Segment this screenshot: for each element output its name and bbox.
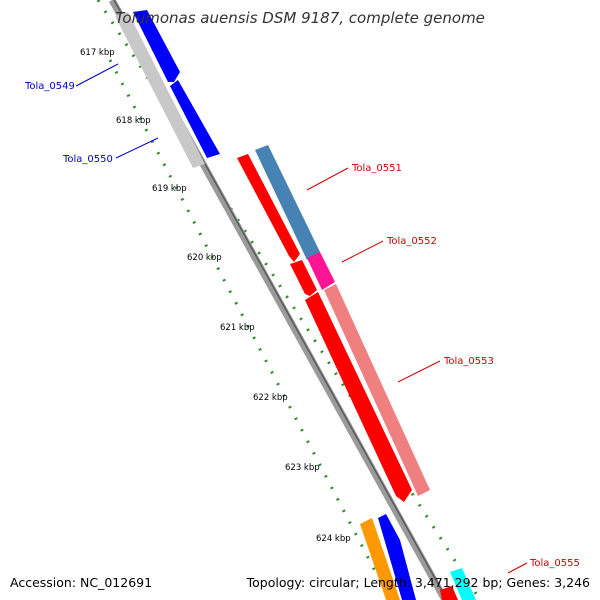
tick-label: 618 kbp bbox=[116, 116, 151, 126]
forward-shadow-track bbox=[115, 12, 205, 168]
gene-label-tola-0549[interactable]: Tola_0549 bbox=[24, 63, 119, 92]
tick-label: 620 kbp bbox=[187, 253, 222, 263]
gene-arrow-tola-0551[interactable] bbox=[237, 145, 320, 262]
gene-name[interactable]: Tola_0550 bbox=[62, 154, 113, 165]
gene-name[interactable]: Tola_0555 bbox=[529, 558, 580, 569]
gene-arrow-tola-0553[interactable] bbox=[305, 284, 430, 502]
gene-name[interactable]: Tola_0551 bbox=[351, 163, 402, 174]
gene-arrow-bottom-orange[interactable] bbox=[360, 518, 400, 600]
tick-label: 619 kbp bbox=[152, 184, 187, 194]
gene-name[interactable]: Tola_0552 bbox=[386, 236, 437, 247]
accession-text: Accession: NC_012691 bbox=[10, 575, 152, 590]
gene-label-tola-0555[interactable]: Tola_0555 bbox=[507, 558, 580, 574]
gene-arrow-tola-0552[interactable] bbox=[290, 252, 335, 296]
tick-label: 617 kbp bbox=[80, 48, 115, 58]
gene-arrow-tola-0549[interactable] bbox=[133, 10, 180, 82]
gene-arrow-bottom-blue[interactable] bbox=[378, 514, 416, 600]
gene-label-tola-0552[interactable]: Tola_0552 bbox=[341, 236, 437, 263]
gene-name[interactable]: Tola_0549 bbox=[24, 81, 75, 92]
tick-label: 623 kbp bbox=[285, 463, 320, 473]
tick-label: 622 kbp bbox=[253, 393, 288, 403]
gene-label-tola-0553[interactable]: Tola_0553 bbox=[397, 356, 494, 383]
gene-label-tola-0550[interactable]: Tola_0550 bbox=[62, 137, 159, 165]
gene-label-tola-0551[interactable]: Tola_0551 bbox=[306, 163, 402, 191]
tick-label: 624 kbp bbox=[316, 534, 351, 544]
tick-label: 621 kbp bbox=[220, 323, 255, 333]
gene-arrow-tola-0550[interactable] bbox=[170, 80, 220, 158]
gene-name[interactable]: Tola_0553 bbox=[443, 356, 494, 367]
map-title: Tolumonas auensis DSM 9187, complete gen… bbox=[115, 9, 485, 27]
gene-arrow-tola-0555[interactable] bbox=[440, 568, 476, 600]
kbp-tick-labels: 617 kbp 618 kbp 619 kbp 620 kbp 621 kbp … bbox=[80, 48, 351, 544]
topology-text: Topology: circular; Length: 3,471,292 bp… bbox=[246, 575, 590, 590]
